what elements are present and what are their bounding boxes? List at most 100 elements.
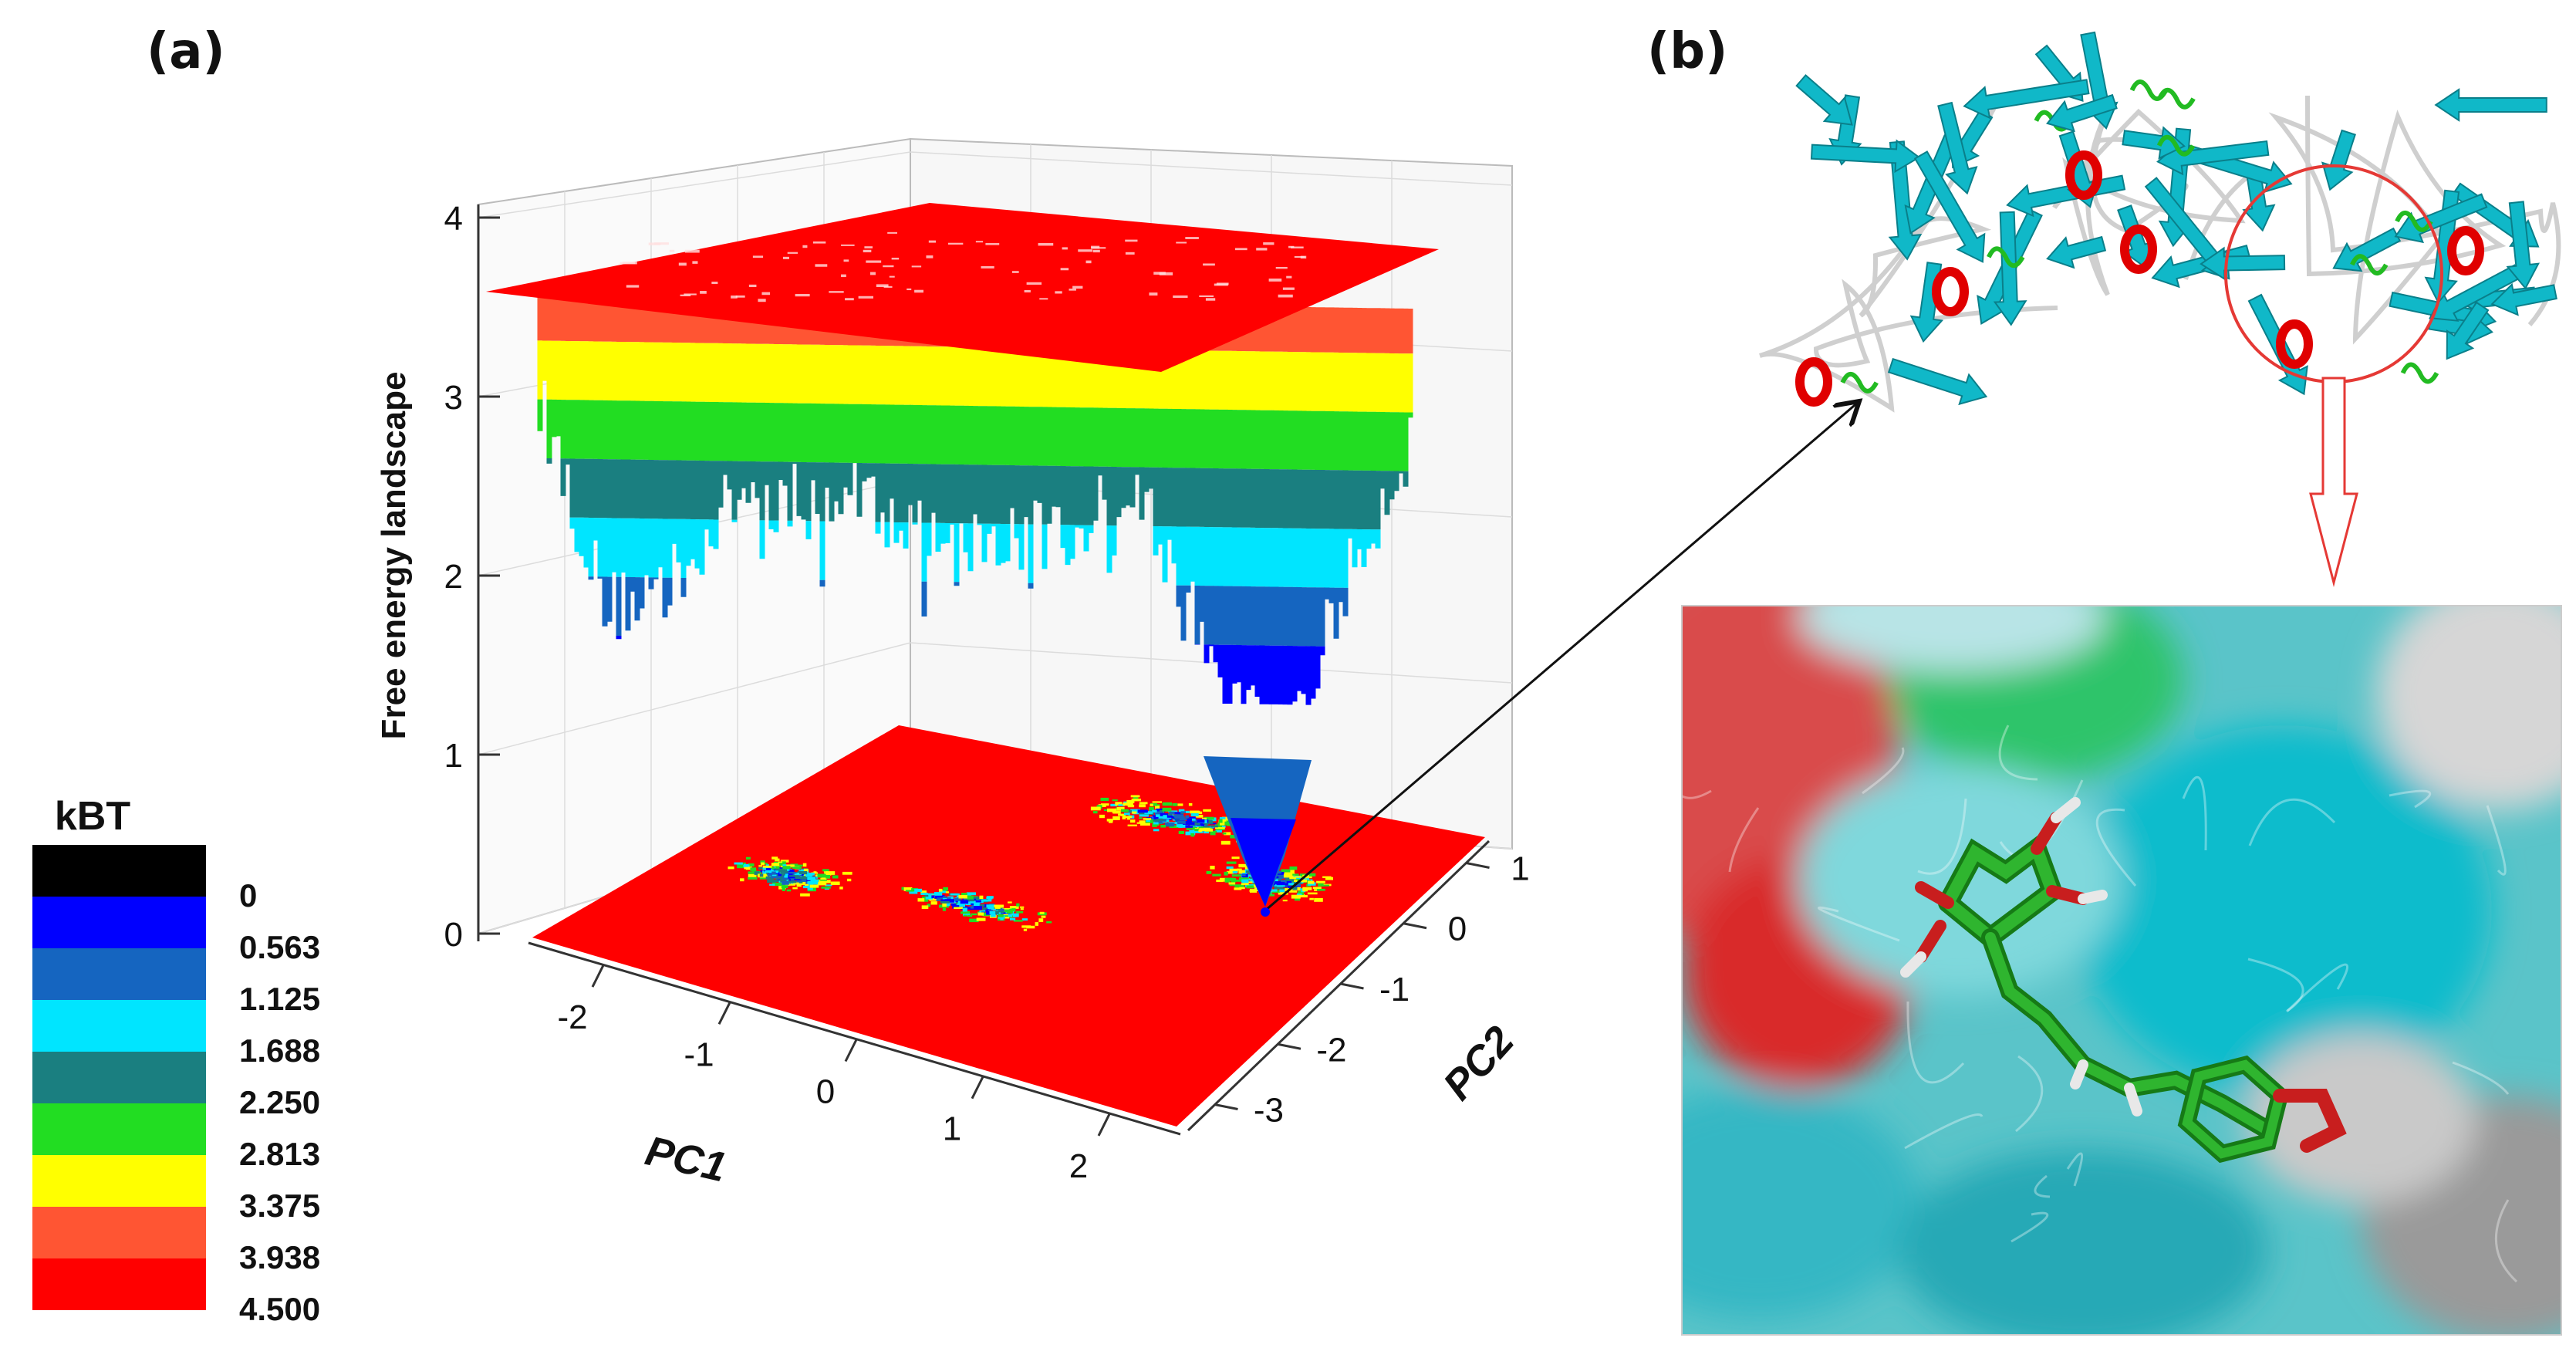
- beta-strand: [2446, 301, 2490, 360]
- top-speck: [1275, 267, 1288, 269]
- floor-contour-cell: [1046, 921, 1052, 924]
- floor-contour-cell: [1245, 870, 1251, 873]
- top-speck: [1125, 252, 1135, 255]
- floor-contour-cell: [1322, 884, 1329, 887]
- floor-contour-cell: [1193, 829, 1204, 833]
- top-speck: [889, 275, 895, 278]
- floor-contour-cell: [1118, 813, 1123, 816]
- floor-contour-cell: [917, 898, 925, 902]
- floor-contour-cell: [1121, 809, 1129, 812]
- floor-contour-cell: [748, 871, 758, 874]
- floor-contour-cell: [1291, 894, 1301, 899]
- pc2-tick-label: -2: [1316, 1031, 1346, 1069]
- floor-contour-cell: [1137, 809, 1148, 813]
- floor-contour-cell: [1130, 809, 1140, 813]
- floor-contour-cell: [1226, 866, 1234, 870]
- floor-contour-cell: [1090, 806, 1101, 811]
- floor-contour-cell: [1016, 903, 1020, 907]
- floor-contour-cell: [825, 875, 831, 879]
- floor-contour-cell: [1110, 803, 1118, 807]
- floor-contour-cell: [950, 893, 960, 896]
- floor-contour-cell: [782, 866, 791, 870]
- floor-contour-cell: [925, 897, 934, 900]
- floor-contour-cell: [782, 877, 788, 880]
- floor-contour-cell: [1162, 802, 1173, 806]
- global-minimum-funnel: [1204, 756, 1312, 907]
- pc1-tick-mark: [844, 1039, 858, 1062]
- top-speck: [841, 244, 855, 246]
- top-speck: [1092, 249, 1100, 253]
- floor-contour-cell: [1279, 889, 1285, 893]
- surface-contour: [2494, 1199, 2518, 1283]
- top-speck: [684, 293, 697, 296]
- floor-contour-cell: [966, 892, 976, 896]
- top-speck: [711, 282, 718, 284]
- top-speck: [752, 255, 764, 258]
- top-speck: [1185, 237, 1199, 239]
- top-speck: [1125, 239, 1138, 242]
- floor-contour-cell: [969, 918, 979, 923]
- floor-contour-cell: [1231, 874, 1241, 877]
- beta-strand: [1810, 139, 1921, 174]
- floor-contour-cell: [1318, 883, 1325, 887]
- floor-contour-cell: [796, 883, 802, 887]
- floor-contour-cell: [784, 873, 788, 878]
- floor-contour-cell: [1143, 818, 1152, 820]
- colorbar-label: 3.938: [239, 1239, 320, 1275]
- energy-band-2.813: [537, 399, 1413, 471]
- floor-contour-cell: [1247, 878, 1255, 881]
- floor-contour-cell: [820, 879, 827, 881]
- surface-contour: [1998, 725, 2038, 781]
- floor-contour-cell: [920, 890, 927, 894]
- top-speck: [1149, 292, 1158, 296]
- floor-contour-cell: [1133, 796, 1139, 800]
- top-speck: [1282, 287, 1295, 290]
- floor-contour-cell: [1021, 925, 1031, 928]
- surface-contour: [1862, 747, 1905, 795]
- floor-contour-cell: [1298, 894, 1308, 898]
- top-speck: [926, 255, 934, 258]
- floor-contour-cell: [1035, 922, 1038, 926]
- floor-contour-cell: [1023, 928, 1028, 931]
- floor-contour-cell: [1124, 812, 1130, 816]
- floor-contour-cell: [1131, 811, 1137, 814]
- floor-contour-cell: [963, 906, 968, 908]
- floor-contour-cell: [782, 880, 789, 885]
- floor-contour-cell: [1314, 889, 1318, 891]
- floor-contour-cell: [1219, 817, 1226, 819]
- surface-contour: [2034, 1174, 2051, 1198]
- floor-contour-cell: [786, 889, 792, 892]
- pc1-axis: -2 -1 0 1 2 PC1: [528, 941, 1181, 1191]
- floor-contour-cell: [975, 904, 985, 907]
- floor-contour-cell: [954, 907, 963, 909]
- top-speck: [731, 296, 738, 299]
- pc1-axis-title: PC1: [641, 1127, 731, 1191]
- top-speck: [1286, 275, 1292, 279]
- floor-contour-cell: [788, 875, 799, 877]
- pc1-tick-mark: [591, 964, 605, 988]
- floor-contour-cell: [1190, 833, 1195, 837]
- floor-contour-cell: [800, 893, 810, 897]
- colorbar-label: 1.125: [239, 981, 320, 1017]
- floor-contour-cell: [785, 883, 795, 886]
- floor-contour-cell: [1294, 880, 1298, 883]
- floor-contour-cell: [775, 858, 780, 862]
- floor-contour-cell: [771, 856, 778, 860]
- floor-contour-cell: [1139, 823, 1150, 826]
- floor-contour-cell: [1011, 913, 1019, 917]
- floor-contour-cell: [1021, 918, 1028, 921]
- floor-contour-cell: [748, 873, 757, 877]
- panel-b-label: (b): [1647, 23, 1728, 80]
- top-speck: [845, 298, 854, 301]
- floor-contour-cell: [748, 877, 758, 880]
- floor-contour-cell: [1215, 827, 1225, 829]
- surface-contour: [2182, 775, 2207, 851]
- top-speck: [654, 242, 669, 245]
- floor-contour-cell: [765, 868, 771, 870]
- beta-strand: [2321, 129, 2356, 191]
- floor-contour-cell: [1190, 824, 1196, 826]
- floor-contour-cell: [1126, 816, 1130, 820]
- floor-contour-cell: [939, 890, 947, 894]
- floor-contour-cell: [1013, 920, 1023, 922]
- top-speck: [1038, 243, 1054, 246]
